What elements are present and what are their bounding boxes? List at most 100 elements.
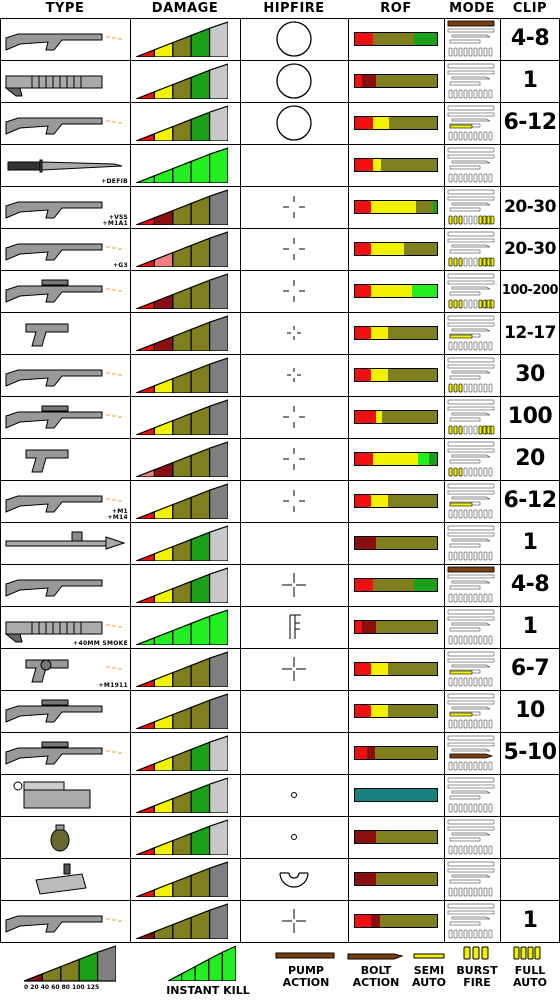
rof-bar <box>354 536 438 550</box>
table-row: 30 <box>0 354 560 396</box>
rof-bar <box>354 410 438 424</box>
assault-rifle-icon <box>5 243 122 261</box>
weapon-variant-note: +DEFIB <box>101 178 128 185</box>
semi-auto-label: SEMI AUTO <box>412 964 446 989</box>
clip-size: 20-30 <box>504 197 556 217</box>
rof-bar <box>354 872 438 886</box>
table-row: +VSS +M1A1 20-30 <box>0 186 560 228</box>
hipfire-spread-icon <box>283 238 305 260</box>
fire-mode-icon <box>447 357 495 393</box>
clip-size <box>500 858 560 900</box>
clip-size: 30 <box>515 362 545 387</box>
rpg-icon <box>5 531 126 550</box>
damage-staircase-icon <box>136 21 228 57</box>
rof-segment <box>355 579 374 591</box>
rof-bar <box>354 74 438 88</box>
rof-segment <box>371 285 413 297</box>
hipfire-spread-icon <box>291 834 297 840</box>
row-divider <box>0 60 560 61</box>
rof-segment <box>355 831 376 843</box>
hipfire-spread-icon <box>283 490 305 512</box>
rof-segment <box>387 495 437 507</box>
hipfire-spread-icon <box>262 734 326 772</box>
row-divider <box>0 816 560 817</box>
fire-mode-icon <box>447 735 495 771</box>
hipfire-spread-icon <box>282 573 306 597</box>
rof-segment <box>376 621 437 633</box>
rof-segment <box>355 75 362 87</box>
damage-staircase-icon <box>136 189 228 225</box>
table-row: 100-200 <box>0 270 560 312</box>
row-divider <box>0 480 560 481</box>
rof-bar <box>354 200 438 214</box>
rof-segment <box>355 327 372 339</box>
weapon-variant-note: +VSS +M1A1 <box>102 214 128 227</box>
damage-staircase-icon <box>136 273 228 309</box>
row-divider <box>0 186 560 187</box>
rof-segment <box>371 915 380 927</box>
rof-bar <box>354 830 438 844</box>
full-auto-label: FULL AUTO <box>513 964 547 989</box>
table-row: 4-8 <box>0 18 560 60</box>
table-row: 1 <box>0 60 560 102</box>
legend: 0 20 40 60 80 100 125 INSTANT KILL PUMP … <box>0 942 560 1000</box>
hipfire-spread-icon <box>291 792 297 798</box>
fire-mode-icon <box>447 651 495 687</box>
damage-staircase-icon <box>136 357 228 393</box>
row-divider <box>0 648 560 649</box>
rof-segment <box>355 789 437 801</box>
frag-grenade-icon <box>50 824 70 852</box>
table-row: 100 <box>0 396 560 438</box>
rof-segment <box>355 663 372 675</box>
rof-segment <box>375 831 437 843</box>
clip-size: 12-17 <box>504 323 556 343</box>
rof-segment <box>375 873 437 885</box>
weapon-variant-note: +40MM SMOKE <box>73 640 128 647</box>
burst-fire-legend-icon <box>463 946 489 960</box>
fire-mode-icon <box>447 525 495 561</box>
fire-mode-icon <box>447 315 495 351</box>
table-row <box>0 858 560 900</box>
fire-mode-icon <box>447 273 495 309</box>
rof-bar <box>354 704 438 718</box>
burst-fire-label: BURST FIRE <box>456 964 498 989</box>
stake-gun-icon <box>5 915 122 933</box>
row-divider <box>0 144 560 145</box>
rof-segment <box>418 453 429 465</box>
clip-size: 20 <box>515 446 545 471</box>
rof-segment <box>367 747 376 759</box>
hipfire-spread-icon <box>276 63 312 99</box>
rof-bar <box>354 284 438 298</box>
smg-vss-icon <box>5 201 103 219</box>
damage-staircase-icon <box>136 315 228 351</box>
rof-segment <box>371 663 388 675</box>
fire-mode-icon <box>447 20 495 57</box>
rof-segment <box>414 579 437 591</box>
damage-staircase-icon <box>136 399 228 435</box>
rof-segment <box>387 369 437 381</box>
clip-size <box>500 816 560 858</box>
uzi-icon <box>25 449 69 473</box>
row-divider <box>0 228 560 229</box>
hipfire-spread-icon <box>279 872 309 888</box>
damage-staircase-icon <box>136 777 228 813</box>
hipfire-spread-icon <box>287 368 301 382</box>
table-row: +G3 20-30 <box>0 228 560 270</box>
clip-size: 100 <box>507 404 553 429</box>
row-divider <box>0 18 560 19</box>
hipfire-spread-icon <box>276 21 312 57</box>
clip-size: 20-30 <box>504 239 556 259</box>
table-row: +M1911 6-7 <box>0 648 560 690</box>
clip-size: 1 <box>522 530 538 555</box>
rof-segment <box>375 747 437 759</box>
damage-scale-label: 0 20 40 60 80 100 125 <box>24 984 100 991</box>
rof-segment <box>404 243 437 255</box>
hipfire-spread-icon <box>262 524 326 562</box>
weapon-variant-note: +M1 +M14 <box>107 508 128 521</box>
row-divider <box>0 690 560 691</box>
grenade-launcher-icon <box>4 621 122 643</box>
row-divider <box>0 564 560 565</box>
instant-kill-label: INSTANT KILL <box>166 984 250 997</box>
header-damage: DAMAGE <box>151 1 219 16</box>
hipfire-spread-icon <box>276 105 312 141</box>
